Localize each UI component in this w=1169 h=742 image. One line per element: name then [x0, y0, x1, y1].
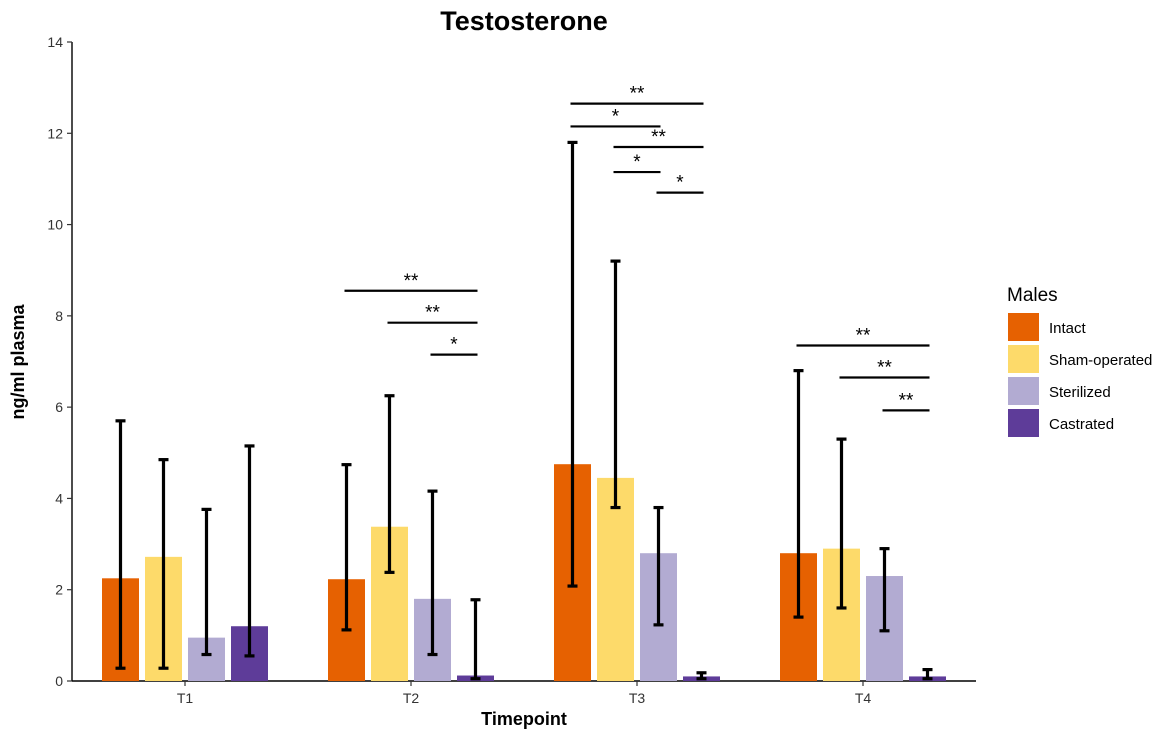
- legend-label: Castrated: [1049, 416, 1114, 433]
- significance-label: **: [877, 357, 892, 378]
- chart-title: Testosterone: [440, 6, 608, 36]
- legend-swatch: [1008, 409, 1039, 437]
- y-tick-label: 12: [47, 125, 63, 141]
- bars: [102, 464, 946, 681]
- y-tick-label: 6: [55, 399, 63, 415]
- y-tick-label: 14: [47, 34, 63, 50]
- significance-label: *: [676, 173, 684, 194]
- significance-label: **: [404, 271, 419, 292]
- y-axis-title: ng/ml plasma: [8, 303, 28, 419]
- significance-label: *: [450, 335, 458, 356]
- significance-label: **: [651, 127, 666, 148]
- x-axis: T1 T2 T3 T4: [72, 680, 976, 706]
- significance-label: **: [899, 390, 914, 411]
- significance-brackets: ******************: [344, 84, 930, 412]
- legend-swatch: [1008, 313, 1039, 341]
- significance-label: *: [633, 152, 641, 173]
- significance-label: **: [425, 303, 440, 324]
- x-tick-label: T1: [177, 690, 194, 706]
- x-tick-label: T4: [855, 690, 872, 706]
- x-tick-label: T3: [629, 690, 646, 706]
- legend-label: Sterilized: [1049, 384, 1111, 401]
- legend-title: Males: [1007, 285, 1058, 306]
- legend-label: Sham-operated: [1049, 352, 1152, 369]
- significance-label: **: [630, 84, 645, 105]
- y-tick-label: 8: [55, 308, 63, 324]
- error-bars: [115, 140, 933, 681]
- y-tick-label: 2: [55, 582, 63, 598]
- x-axis-title: Timepoint: [481, 709, 567, 729]
- legend-label: Intact: [1049, 320, 1087, 337]
- x-tick-label: T2: [403, 690, 420, 706]
- legend: Males Intact Sham-operated Sterilized Castr…: [1007, 285, 1152, 437]
- y-tick-label: 0: [55, 673, 63, 689]
- significance-label: *: [612, 106, 620, 127]
- bar-sham-operated-t3: [597, 477, 634, 681]
- legend-swatch: [1008, 345, 1039, 373]
- y-axis: 0 2 4 6 8 10 12 14: [47, 34, 73, 689]
- legend-swatch: [1008, 377, 1039, 405]
- significance-label: **: [856, 326, 871, 347]
- y-tick-label: 10: [47, 217, 63, 233]
- y-tick-label: 4: [55, 490, 63, 506]
